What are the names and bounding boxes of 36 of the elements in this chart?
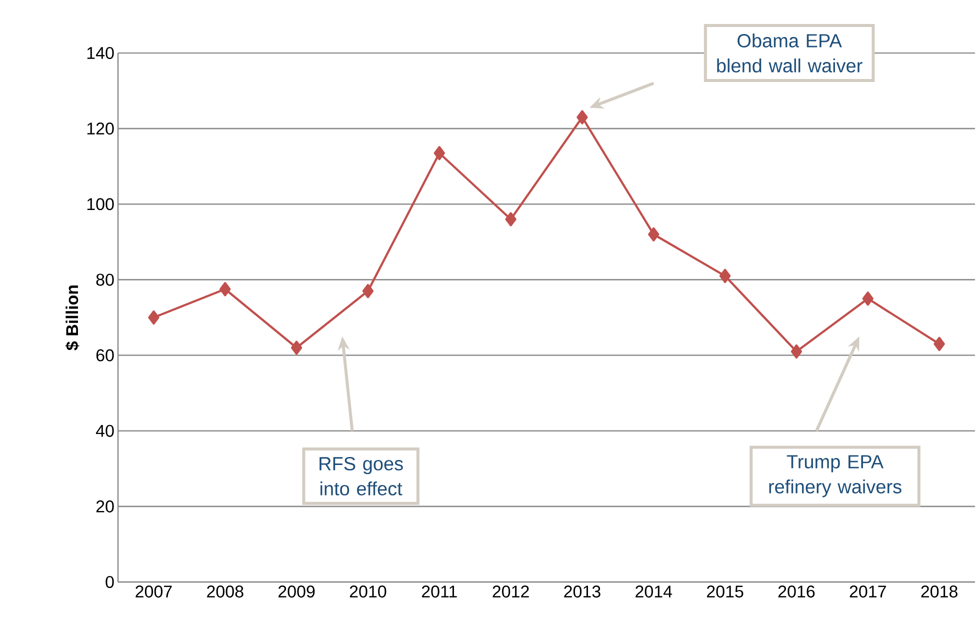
point [576,110,588,124]
point [290,340,302,355]
y-tick-label: 20 [96,500,114,512]
point [790,344,802,359]
x-tick-label: 2013 [564,586,600,598]
x-tick-label: 2018 [921,586,958,598]
x-tick-label: 2017 [850,586,886,598]
x-tick-label: 2012 [492,586,529,598]
x-tick-label: 2008 [207,586,244,598]
y-tick-label: 0 [106,576,114,588]
point [505,212,516,226]
point [362,284,374,298]
x-tick-label: 2015 [707,586,744,598]
x-tick-label: 2014 [636,586,672,598]
annotation: RFS goes into effect [320,456,403,496]
x-tick-label: 2011 [422,586,457,598]
x-tick-label: 2010 [350,586,386,598]
point [434,146,445,160]
y-tick-label: 120 [87,122,114,135]
x-tick-label: 2009 [278,586,315,598]
point [148,310,160,325]
y-tick-label: 140 [87,46,114,60]
point [934,336,945,352]
annotation: Trump EPA refinery waivers [769,455,902,498]
point [220,282,231,296]
y-axis-title: $ Billion [65,285,80,350]
x-tick-label: 2016 [778,586,815,598]
y-tick-label: 40 [96,424,114,437]
point [719,268,731,284]
annotation: Obama EPA blend wall waiver [717,34,862,72]
point [862,292,874,306]
y-tick-label: 100 [87,198,114,210]
x-tick-label: 2007 [136,586,172,598]
point [648,227,660,242]
y-tick-label: 80 [96,274,114,286]
y-tick-label: 60 [96,349,114,362]
